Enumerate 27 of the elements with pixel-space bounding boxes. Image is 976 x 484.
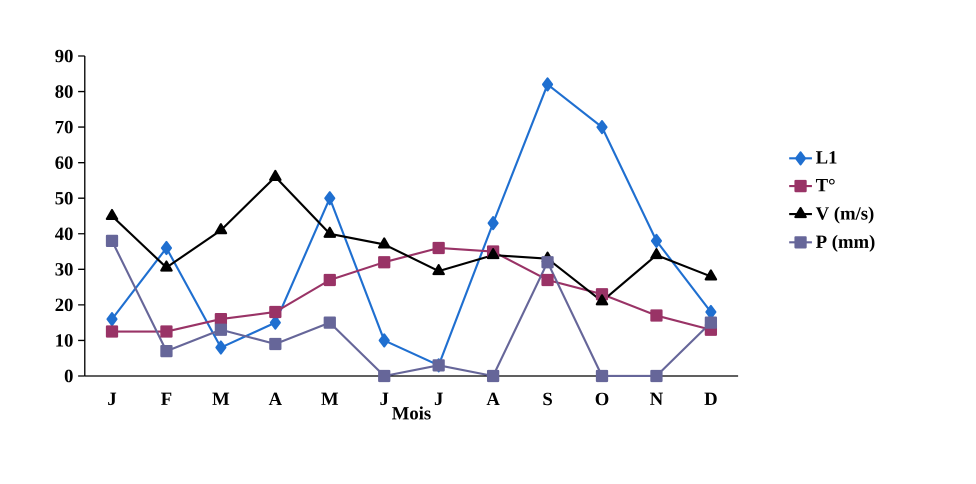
y-tick-label: 10 [56, 334, 73, 347]
y-tick-label: 80 [55, 85, 73, 98]
x-tick-label: M [321, 392, 338, 405]
y-tick-label: 30 [55, 263, 73, 276]
y-tick-label: 50 [55, 192, 73, 205]
y-tick-label: 60 [55, 156, 73, 169]
x-tick-label: M [212, 392, 230, 405]
y-tick-label: 40 [54, 227, 73, 240]
y-tick-label: 20 [56, 298, 73, 312]
legend-label: T° [816, 178, 835, 192]
x-tick-label: J [108, 392, 116, 406]
x-tick-label: O [596, 392, 608, 406]
legend-label: P (mm) [816, 234, 874, 252]
x-tick-label: A [268, 392, 282, 406]
x-tick-label: N [650, 392, 663, 405]
x-tick-label: J [434, 392, 443, 406]
x-tick-label: F [161, 392, 172, 405]
x-tick-label: S [543, 392, 552, 406]
x-tick-label: D [704, 392, 717, 405]
y-tick-label: 90 [55, 50, 73, 62]
y-tick-label: 0 [64, 370, 73, 382]
x-axis-title: Mois [392, 406, 431, 420]
y-tick-label: 70 [56, 120, 73, 134]
x-tick-label: J [380, 392, 388, 406]
x-tick-label: A [486, 392, 500, 406]
legend-label: V (m/s) [816, 206, 874, 224]
legend-label: L1 [816, 151, 836, 164]
